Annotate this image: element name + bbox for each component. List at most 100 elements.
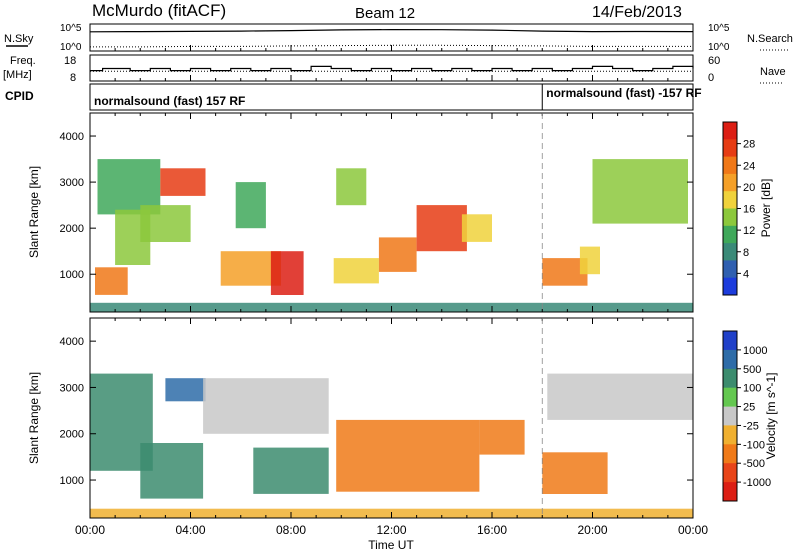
velocity-patch-8 [547,373,693,420]
velocity-colorbar-swatch-8 [723,482,737,502]
cpid-segment-2: normalsound (fast) -157 RF [546,86,701,100]
power-ytick-label-4000: 4000 [60,131,84,143]
freq-label-2: [MHz] [3,69,32,81]
power-colorbar-swatch-2 [723,156,737,175]
velocity-patch-4 [253,447,329,494]
velocity-colorbar-swatch-4 [723,406,737,426]
noise-left-label: N.Sky [4,33,34,45]
noise-left-tick-low: 10^0 [60,42,82,53]
power-colorbar: 4 8 12 16 20 24 28 Power [dB] [722,121,773,296]
velocity-ytick-label-1000: 1000 [60,475,84,487]
velocity-colorbar-tick-label-0: 1000 [743,345,767,357]
velocity-colorbar-tick-label-6: -500 [743,458,765,470]
velocity-patch-7 [542,452,608,494]
power-patch-7 [235,182,266,229]
power-colorbar-tick-label-4: 20 [743,182,755,194]
power-patch-11 [416,205,467,252]
velocity-colorbar-tick-label-2: 100 [743,383,761,395]
xtick-label-2: 08:00 [276,523,306,537]
velocity-ytick-label-4000: 4000 [60,336,84,348]
velocity-colorbar-swatch-5 [723,425,737,445]
noise-panel: N.Sky 10^5 10^0 10^5 10^0 N.Search [4,23,793,53]
power-colorbar-tick-label-1: 8 [743,247,749,259]
velocity-ytick-label-3000: 3000 [60,382,84,394]
date-title: 14/Feb/2013 [592,4,682,21]
frequency-panel: Freq. [MHz] 18 8 60 0 Nave [3,54,786,84]
velocity-patch-3 [203,378,329,434]
power-patch-0 [95,267,128,295]
power-colorbar-swatch-4 [723,191,737,209]
power-colorbar-swatch-6 [723,225,737,244]
power-colorbar-tick-label-0: 4 [743,268,749,280]
nave-label: Nave [760,66,786,78]
noise-right-tick-high: 10^5 [708,23,730,34]
velocity-colorbar-tick-label-1: 500 [743,364,761,376]
velocity-colorbar-label: Velocity [m s^-1] [764,373,778,460]
velocity-patch-2 [140,443,204,499]
freq-tick-high: 18 [64,55,76,67]
freq-series [90,65,694,72]
velocity-colorbar-swatch-1 [723,349,737,370]
power-panel: 1000 2000 3000 4000 Slant Range [km] [27,112,694,313]
power-patch-6 [270,251,304,295]
power-ytick-label-3000: 3000 [60,177,84,189]
power-colorbar-tick-label-3: 16 [743,204,755,216]
power-colorbar-tick-label-5: 24 [743,160,755,172]
power-patch-3 [160,168,206,196]
velocity-y-axis: 1000 2000 3000 4000 [60,336,693,487]
power-colorbar-swatch-1 [723,139,737,158]
power-ytick-label-2000: 2000 [60,223,84,235]
xtick-label-0: 00:00 [75,523,105,537]
xtick-label-3: 12:00 [376,523,406,537]
noise-right-tick-low: 10^0 [708,42,730,53]
power-patch-8 [333,258,379,284]
xtick-label-1: 04:00 [175,523,205,537]
power-y-axis: 1000 2000 3000 4000 [60,131,693,281]
velocity-patch-5 [336,419,480,492]
power-colorbar-swatch-9 [723,277,737,296]
velocity-ytick-label-2000: 2000 [60,429,84,441]
power-colorbar-swatch-0 [723,122,737,140]
velocity-panel: 1000 2000 3000 4000 Slant Range [km] 00:00 0… [27,45,708,552]
velocity-colorbar-swatch-3 [723,387,737,408]
power-patch-10 [378,237,417,272]
noise-left-tick-high: 10^5 [60,23,82,34]
power-patches [90,159,693,312]
power-colorbar-swatch-7 [723,243,737,261]
xtick-label-4: 16:00 [477,523,507,537]
power-ylabel: Slant Range [km] [27,166,41,258]
power-patch-9 [336,168,367,206]
power-ytick-label-1000: 1000 [60,269,84,281]
freq-label-1: Freq. [10,55,36,67]
beam-title: Beam 12 [355,5,415,22]
power-colorbar-tick-label-2: 12 [743,225,755,237]
noise-right-label: N.Search [747,33,793,45]
velocity-colorbar-swatch-6 [723,444,737,464]
power-colorbar-swatch-3 [723,173,737,192]
station-title: McMurdo (fitACF) [92,1,226,20]
cpid-label: CPID [5,89,34,103]
noise-sky-series [89,28,694,33]
velocity-colorbar: 1000 500 100 25 -25 -100 -500 -1000 Velocity [m… [722,330,778,502]
power-colorbar-tick-label-6: 28 [743,139,755,151]
xtick-label-5: 20:00 [577,523,607,537]
power-patch-15 [592,159,688,224]
nave-tick-high: 60 [708,55,720,67]
velocity-colorbar-swatch-2 [723,368,737,389]
velocity-colorbar-swatch-0 [723,331,737,351]
time-xlabel: Time UT [368,538,414,552]
velocity-colorbar-tick-label-5: -100 [743,439,765,451]
nave-tick-low: 0 [708,72,714,84]
cpid-segment-1: normalsound (fast) 157 RF [94,94,245,108]
power-colorbar-swatch-5 [723,208,737,227]
velocity-ylabel: Slant Range [km] [27,372,41,464]
velocity-colorbar-tick-label-4: -25 [743,420,759,432]
velocity-patch-6 [479,419,525,455]
power-patch-12 [461,214,492,242]
velocity-patch-1 [165,378,206,402]
power-patch-14 [579,246,600,275]
cpid-panel: CPID normalsound (fast) 157 RF normalsou… [5,83,702,111]
velocity-colorbar-tick-label-7: -1000 [743,477,771,489]
xtick-label-6: 00:00 [678,523,708,537]
